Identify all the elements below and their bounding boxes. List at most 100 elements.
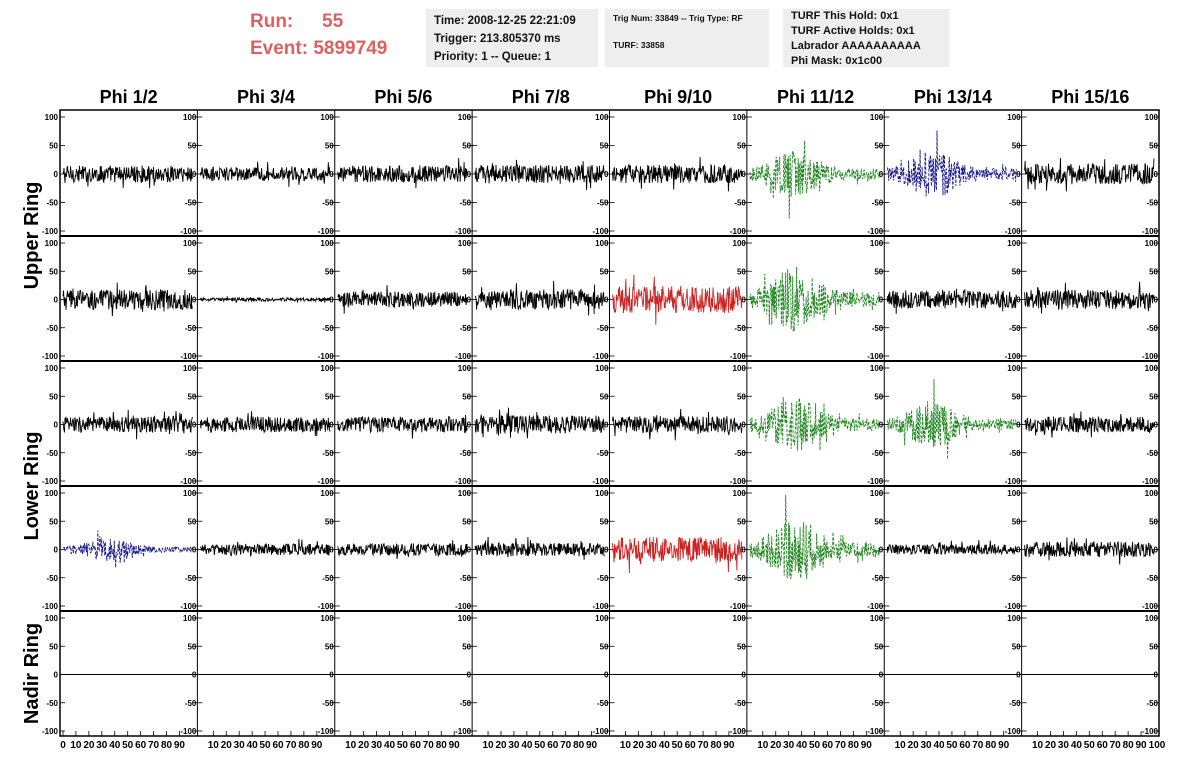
x-tick-label: 0 (60, 740, 66, 751)
y-tick-label: -50 (185, 699, 197, 708)
y-tick-label: -50 (597, 449, 609, 458)
y-tick-label: 50 (325, 392, 334, 401)
y-tick-label: 50 (187, 392, 196, 401)
y-tick-label: 100 (1007, 614, 1021, 623)
x-tick-label: 70 (698, 740, 710, 751)
y-tick-label: -100 (730, 602, 747, 611)
trigger-info-box: Trig Num: 33849 -- Trig Type: RF TURF: 3… (605, 9, 769, 67)
x-tick-label: 80 (298, 740, 310, 751)
run-event-header: Run: 55 Event: 5899749 (250, 8, 387, 62)
x-tick-label: 60 (547, 740, 559, 751)
x-tick-label: 70 (1110, 740, 1122, 751)
y-tick-label: -100 (1142, 727, 1159, 736)
y-tick-label: 0 (879, 421, 884, 430)
y-tick-label: -100 (1005, 352, 1022, 361)
y-tick-label: 0 (329, 296, 334, 305)
x-tick-label: 10 (895, 740, 907, 751)
y-tick-label: 100 (458, 614, 472, 623)
y-tick-label: 50 (49, 392, 58, 401)
y-tick-label: 50 (1149, 517, 1158, 526)
y-tick-label: -100 (42, 602, 59, 611)
y-tick-label: 0 (879, 671, 884, 680)
turf-active-line: TURF Active Holds: 0x1 (791, 25, 915, 37)
waveform-trace (474, 280, 605, 316)
y-tick-label: -50 (322, 699, 334, 708)
x-tick-label: 80 (1123, 740, 1135, 751)
y-tick-label: 50 (874, 392, 883, 401)
y-tick-label: -100 (867, 477, 884, 486)
y-tick-label: -100 (1005, 477, 1022, 486)
y-tick-label: 0 (192, 296, 197, 305)
y-tick-label: -50 (46, 574, 58, 583)
y-tick-label: -50 (185, 449, 197, 458)
waveform-trace (200, 296, 331, 303)
y-tick-label: 0 (467, 671, 472, 680)
y-tick-label: 50 (462, 392, 471, 401)
x-tick-label: 90 (174, 740, 186, 751)
y-tick-label: -100 (318, 602, 335, 611)
x-tick-label: 20 (908, 740, 920, 751)
y-tick-label: 100 (733, 113, 747, 122)
y-tick-label: 0 (1154, 170, 1159, 179)
y-tick-label: -50 (322, 199, 334, 208)
y-tick-label: 0 (1154, 546, 1159, 555)
x-tick-label: 90 (311, 740, 323, 751)
event-label: Event: (250, 38, 309, 59)
y-tick-label: 0 (741, 296, 746, 305)
x-tick-label: 70 (560, 740, 572, 751)
y-tick-label: 0 (879, 170, 884, 179)
y-tick-label: 0 (1016, 296, 1021, 305)
y-tick-label: 0 (741, 671, 746, 680)
y-tick-label: 50 (49, 142, 58, 151)
x-tick-label: 10 (70, 740, 82, 751)
y-tick-label: 100 (1007, 489, 1021, 498)
y-tick-label: 50 (187, 517, 196, 526)
y-tick-label: -50 (460, 449, 472, 458)
waveform-trace (62, 165, 193, 189)
x-tick-label: 40 (659, 740, 671, 751)
y-tick-label: 0 (54, 671, 59, 680)
column-title: Phi 11/12 (777, 87, 854, 107)
y-tick-label: 0 (467, 170, 472, 179)
y-tick-label: 50 (737, 392, 746, 401)
y-tick-label: 50 (737, 642, 746, 651)
x-tick-label: 30 (234, 740, 246, 751)
y-tick-label: -100 (180, 227, 197, 236)
y-tick-label: -100 (42, 477, 59, 486)
waveform-trace (337, 285, 468, 314)
y-tick-label: 50 (325, 142, 334, 151)
x-tick-label: 30 (508, 740, 520, 751)
trig-num-line: Trig Num: 33849 -- Trig Type: RF (613, 13, 743, 23)
y-tick-label: 0 (192, 546, 197, 555)
y-tick-label: -100 (318, 352, 335, 361)
column-title: Phi 9/10 (644, 87, 712, 107)
y-tick-label: -50 (734, 324, 746, 333)
y-tick-label: -50 (872, 199, 884, 208)
y-tick-label: -100 (455, 477, 472, 486)
waveform-trace (1024, 537, 1155, 565)
y-tick-label: 50 (600, 267, 609, 276)
x-tick-label: 60 (822, 740, 834, 751)
y-tick-label: -50 (1009, 199, 1021, 208)
run-label: Run: (250, 11, 294, 32)
x-tick-label: 50 (1084, 740, 1096, 751)
x-tick-label: 90 (586, 740, 598, 751)
y-tick-label: 0 (1154, 296, 1159, 305)
y-tick-label: 100 (1145, 364, 1159, 373)
waveform-trace (337, 414, 468, 439)
y-tick-label: -100 (455, 727, 472, 736)
y-tick-label: 100 (1145, 614, 1159, 623)
x-tick-label: 10 (620, 740, 632, 751)
y-tick-label: 100 (320, 614, 334, 623)
x-tick-label: 60 (272, 740, 284, 751)
y-tick-label: 50 (187, 642, 196, 651)
x-tick-label: 50 (534, 740, 546, 751)
x-tick-label: 30 (783, 740, 795, 751)
y-tick-label: 50 (874, 517, 883, 526)
y-tick-label: 50 (49, 642, 58, 651)
y-tick-label: 50 (600, 392, 609, 401)
y-tick-label: 0 (192, 421, 197, 430)
y-tick-label: -100 (1142, 602, 1159, 611)
y-tick-label: -50 (185, 199, 197, 208)
x-tick-label: 20 (83, 740, 95, 751)
